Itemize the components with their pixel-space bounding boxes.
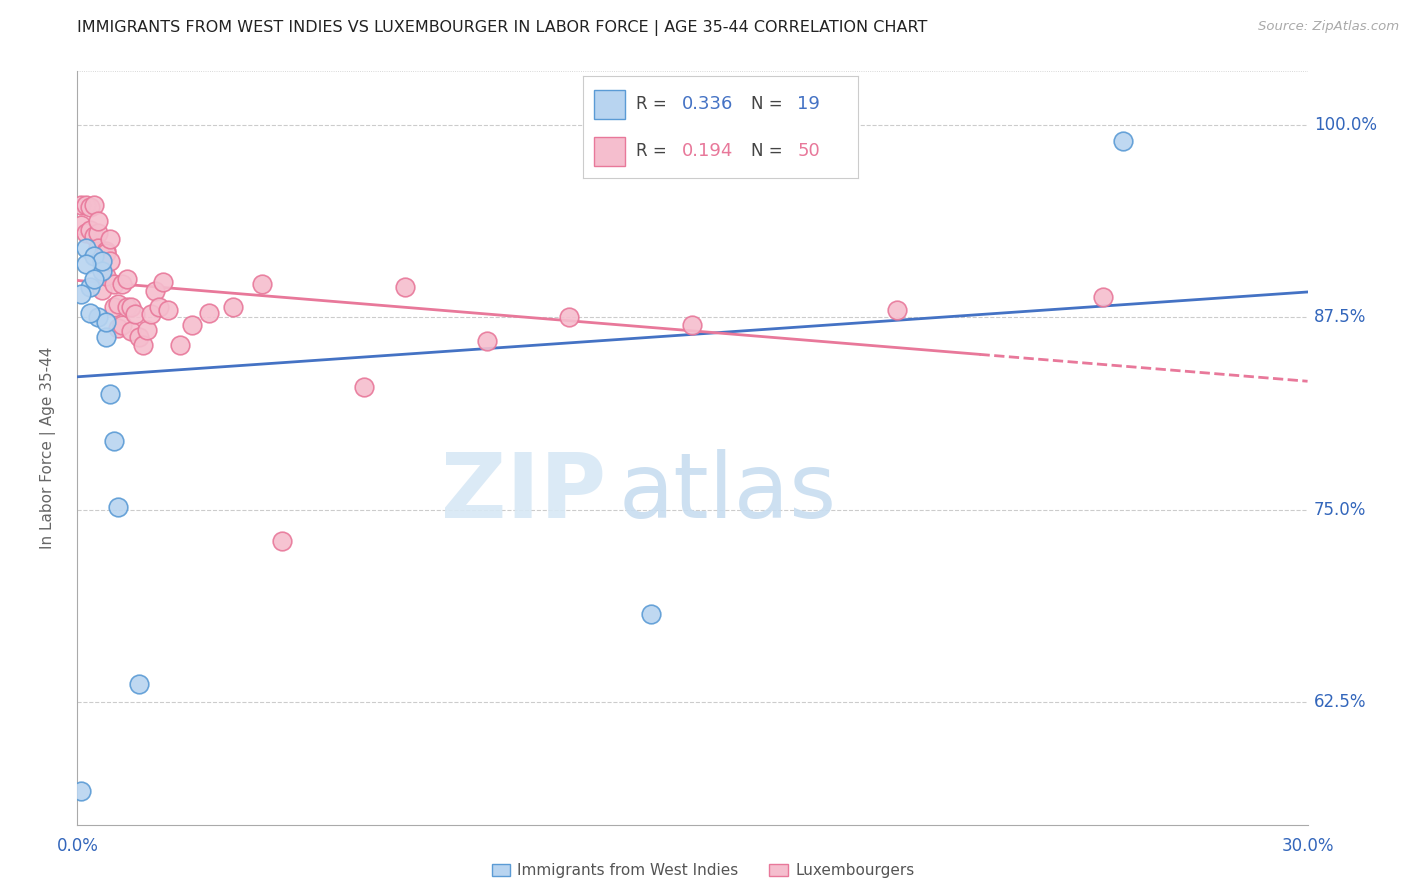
Point (141, 307, 163, 321)
Point (87, 226, 110, 240)
Point (128, 676, 150, 690)
Point (94, 268, 117, 283)
Point (83, 198, 105, 212)
Point (107, 296, 129, 310)
Point (79, 223, 101, 237)
Point (75, 241, 97, 255)
Text: N =: N = (751, 142, 782, 161)
Point (886, 302, 908, 317)
Point (83, 272, 105, 286)
Point (87, 213, 110, 227)
Text: R =: R = (636, 142, 666, 161)
Point (94, 245, 117, 260)
Point (124, 307, 146, 321)
Point (103, 434, 125, 448)
Point (120, 300, 142, 314)
Y-axis label: In Labor Force | Age 35-44: In Labor Force | Age 35-44 (41, 347, 56, 549)
Point (181, 318, 204, 333)
Point (169, 338, 191, 352)
Text: atlas: atlas (619, 450, 837, 538)
Point (148, 300, 170, 314)
Point (640, 607, 662, 622)
Bar (595, 137, 624, 166)
Point (83, 229, 105, 244)
Point (353, 380, 375, 394)
Point (120, 324, 142, 338)
Point (90, 283, 114, 297)
Point (87, 241, 110, 255)
Point (111, 277, 134, 291)
Point (79, 279, 101, 293)
Point (107, 321, 129, 335)
Point (1091, 291, 1114, 305)
Text: 87.5%: 87.5% (1313, 309, 1367, 326)
Text: 0.336: 0.336 (682, 95, 734, 113)
Point (111, 318, 134, 333)
Point (197, 306, 219, 320)
Point (79, 306, 101, 320)
Text: 0.194: 0.194 (682, 142, 734, 161)
Point (271, 533, 294, 548)
Point (70, 784, 93, 798)
Point (477, 334, 499, 348)
Point (75, 198, 97, 212)
Point (132, 338, 155, 352)
Point (83, 249, 105, 263)
Legend: Immigrants from West Indies, Luxembourgers: Immigrants from West Indies, Luxembourge… (485, 857, 921, 884)
Point (1112, 134, 1135, 148)
Point (143, 285, 166, 299)
Point (70, 198, 93, 212)
Point (103, 300, 125, 314)
Text: 19: 19 (797, 95, 820, 113)
Point (136, 323, 159, 337)
Point (128, 330, 150, 344)
Point (98, 387, 121, 401)
Point (94, 244, 117, 259)
Point (90, 253, 114, 268)
Point (103, 277, 125, 291)
Point (90, 264, 114, 278)
Text: N =: N = (751, 95, 782, 113)
Text: 50: 50 (797, 142, 820, 161)
Point (79, 200, 101, 214)
Point (75, 257, 97, 271)
Point (394, 279, 416, 293)
Point (682, 318, 704, 333)
Point (152, 275, 174, 289)
Point (87, 310, 110, 325)
Point (90, 253, 114, 268)
Point (222, 300, 245, 314)
Point (250, 277, 273, 291)
Point (558, 310, 581, 325)
Point (70, 218, 93, 232)
Text: 75.0%: 75.0% (1313, 500, 1367, 519)
Point (115, 272, 138, 286)
Point (107, 500, 129, 514)
Text: 100.0%: 100.0% (1313, 116, 1376, 134)
Text: ZIP: ZIP (441, 450, 606, 538)
Text: 62.5%: 62.5% (1313, 693, 1367, 711)
Point (94, 330, 117, 344)
Text: IMMIGRANTS FROM WEST INDIES VS LUXEMBOURGER IN LABOR FORCE | AGE 35-44 CORRELATI: IMMIGRANTS FROM WEST INDIES VS LUXEMBOUR… (77, 20, 928, 36)
Text: Source: ZipAtlas.com: Source: ZipAtlas.com (1258, 20, 1399, 33)
Point (75, 226, 97, 240)
Point (98, 232, 121, 246)
Bar (595, 90, 624, 119)
Point (98, 253, 121, 268)
Point (70, 287, 93, 301)
Point (156, 302, 179, 317)
Point (94, 315, 117, 329)
Text: R =: R = (636, 95, 666, 113)
Point (115, 300, 138, 314)
